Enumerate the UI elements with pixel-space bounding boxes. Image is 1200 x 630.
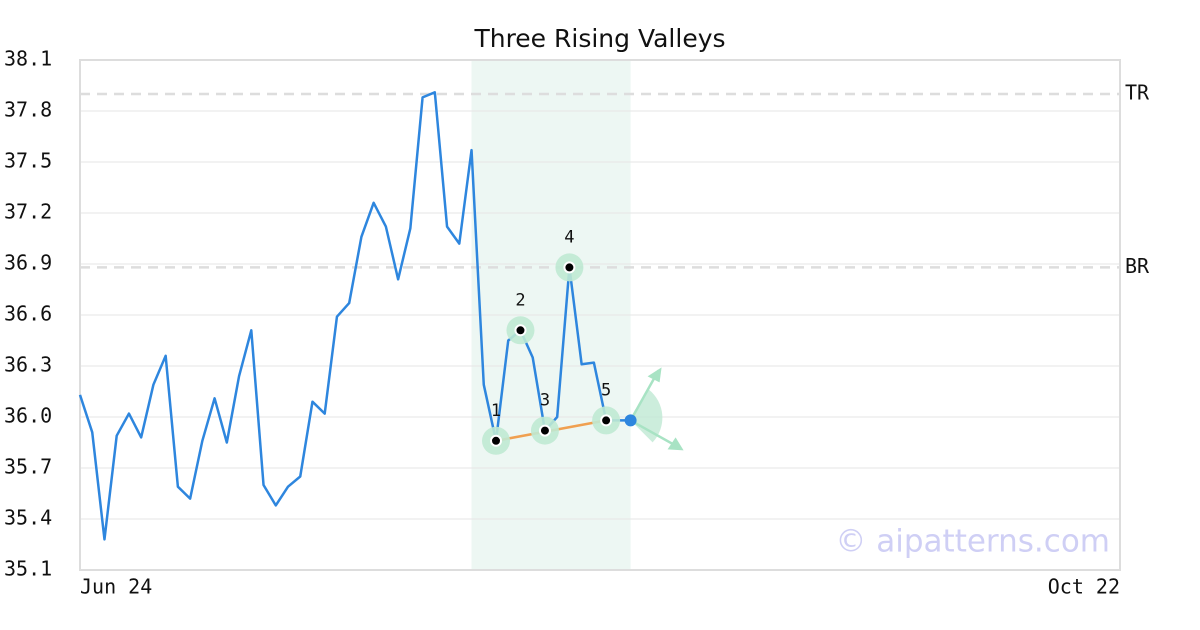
y-tick-label: 38.1 — [4, 47, 52, 71]
plot-border — [79, 59, 1121, 571]
pattern-point — [490, 434, 502, 447]
pattern-label: 3 — [540, 391, 550, 411]
pattern-label: 2 — [515, 290, 525, 310]
y-tick-label: 35.4 — [4, 506, 52, 530]
y-tick-label: 36.6 — [4, 302, 52, 326]
y-tick-label: 37.8 — [4, 98, 52, 122]
pattern-point — [600, 414, 613, 427]
level-label: BR — [1125, 254, 1150, 278]
pattern-point — [538, 424, 551, 437]
y-tick-label: 35.7 — [4, 455, 52, 479]
y-tick-label: 36.0 — [4, 404, 52, 428]
pattern-label: 1 — [491, 401, 501, 421]
pattern-point — [514, 324, 527, 337]
y-tick-label: 37.5 — [4, 149, 52, 173]
x-tick-label: Jun 24 — [80, 575, 152, 599]
pattern-label: 5 — [601, 380, 611, 400]
y-tick-label: 35.1 — [4, 557, 52, 581]
level-label: TR — [1125, 81, 1150, 105]
y-tick-label: 37.2 — [4, 200, 52, 224]
x-tick-label: Oct 22 — [1048, 575, 1120, 599]
y-tick-label: 36.9 — [4, 251, 52, 275]
watermark: © aipatterns.com — [835, 524, 1110, 560]
pattern-point — [563, 261, 576, 274]
pattern-label: 4 — [564, 227, 574, 247]
projection-fan — [630, 389, 663, 443]
y-tick-label: 36.3 — [4, 353, 52, 377]
last-point — [624, 414, 637, 427]
chart-title: Three Rising Valleys — [473, 24, 725, 53]
arrow-head — [667, 437, 684, 451]
arrow-head — [647, 367, 662, 383]
price-line — [78, 91, 631, 541]
